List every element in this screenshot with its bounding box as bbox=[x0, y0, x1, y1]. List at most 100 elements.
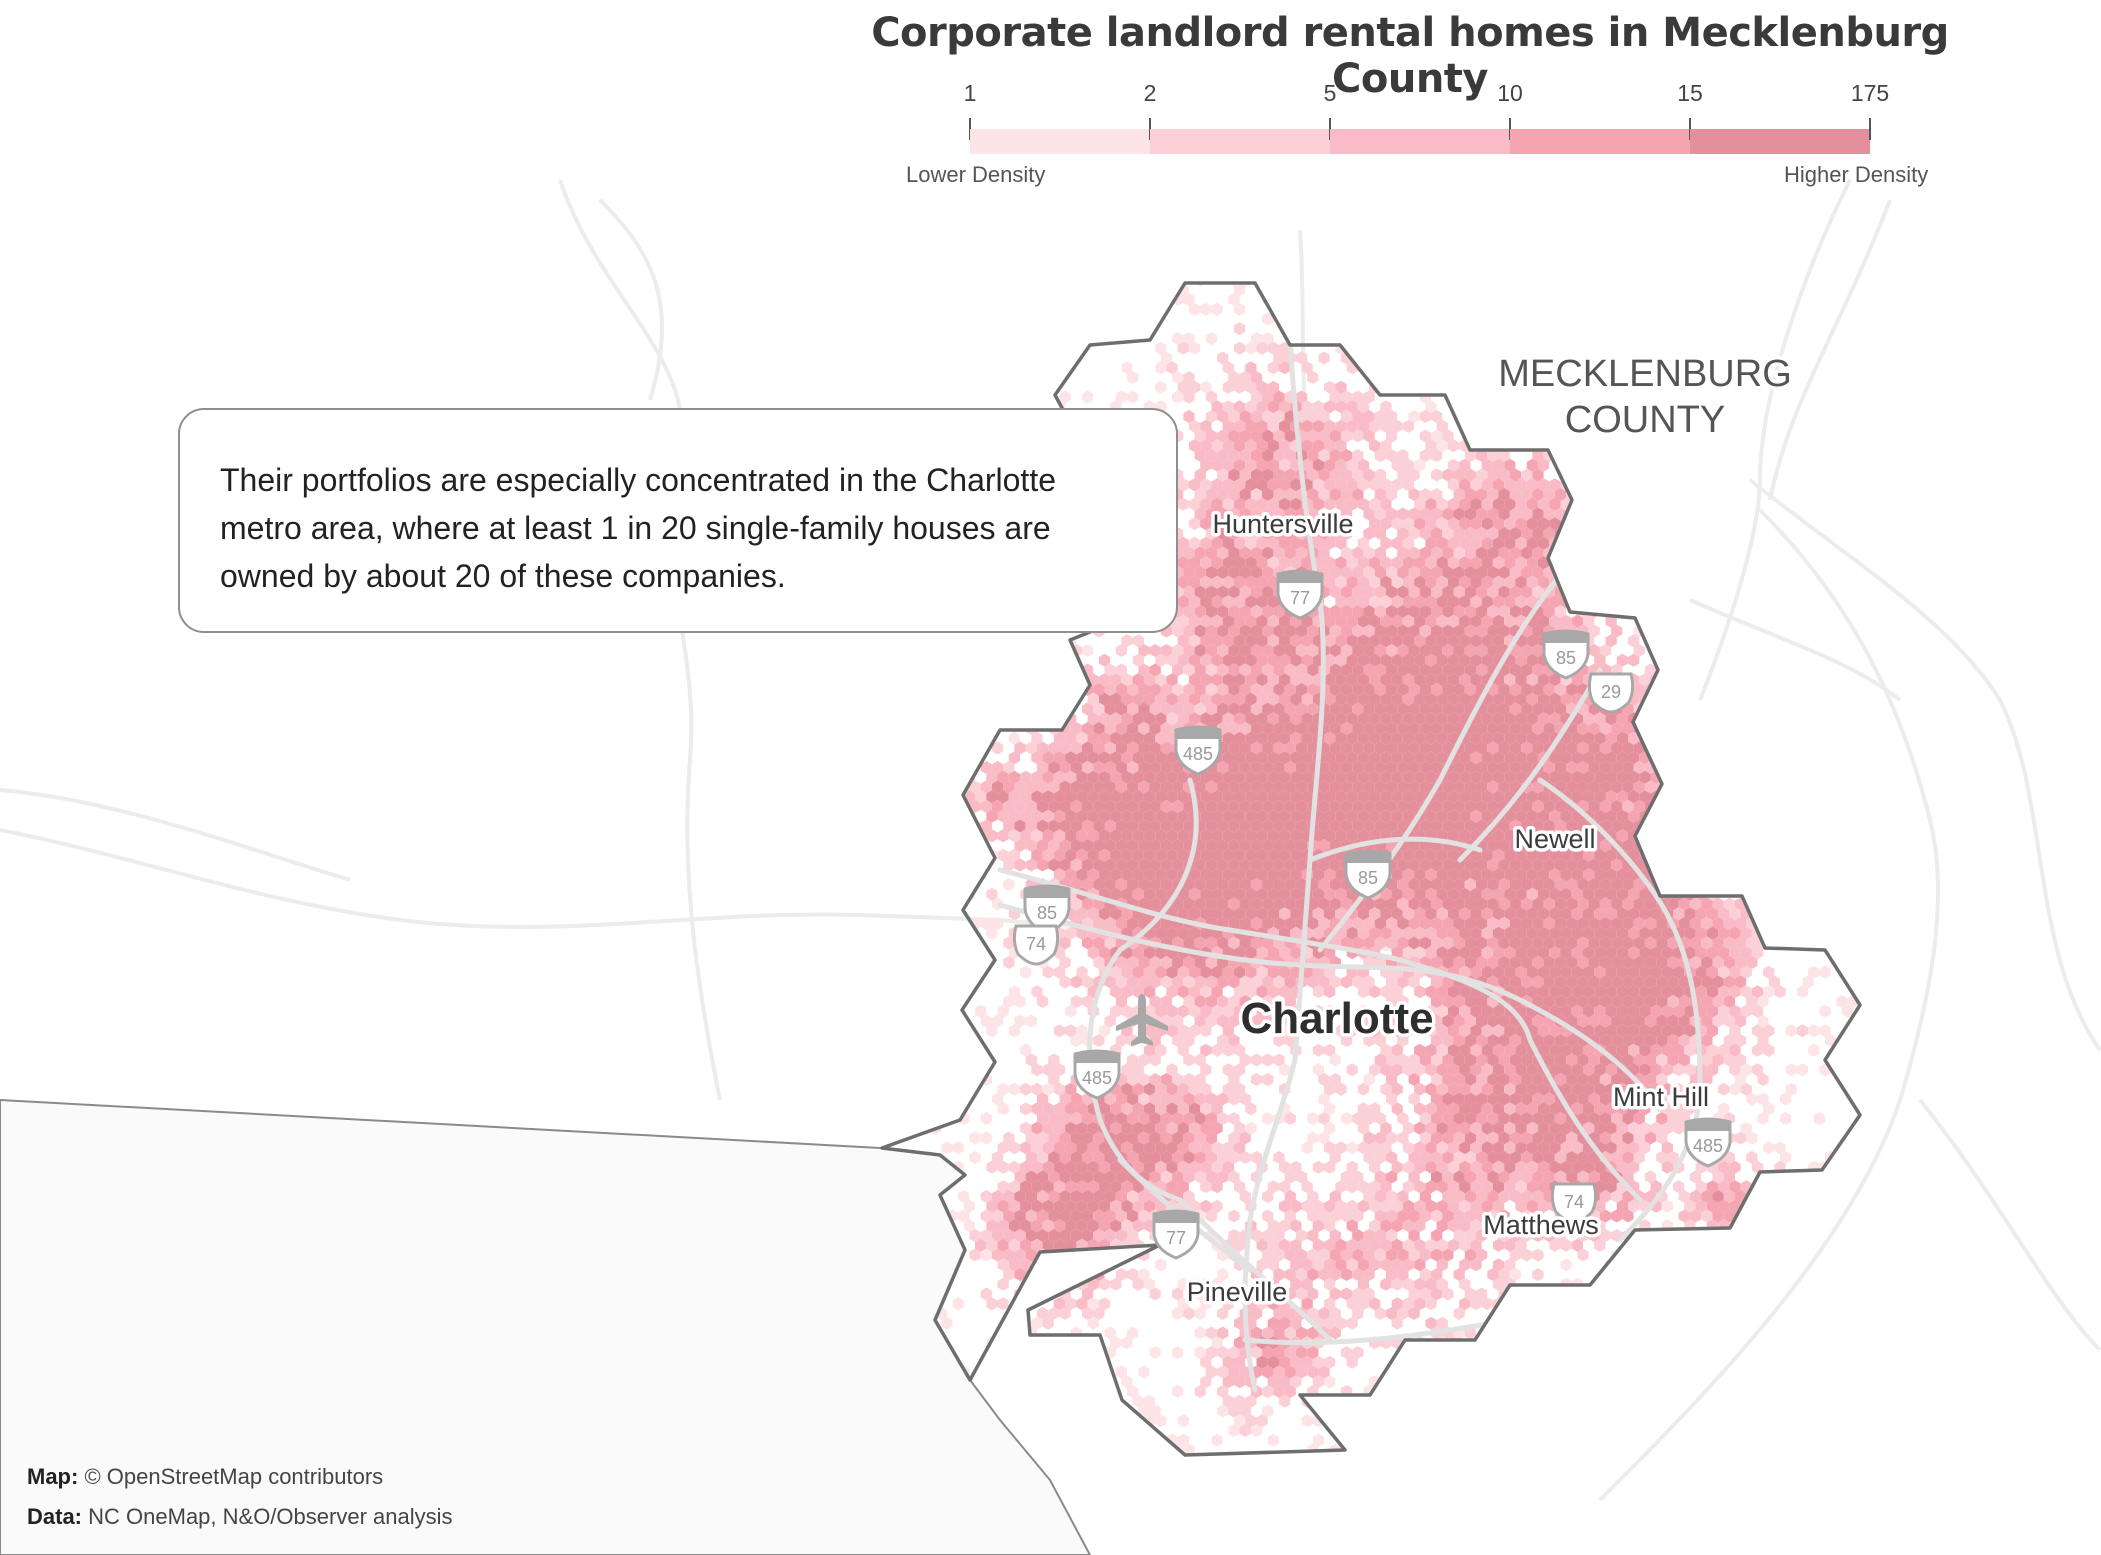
density-hex bbox=[1104, 722, 1116, 735]
density-hex bbox=[1689, 507, 1702, 521]
density-hex bbox=[1768, 761, 1780, 774]
density-hex bbox=[1138, 800, 1150, 813]
density-hex bbox=[1402, 907, 1415, 921]
density-hex bbox=[1492, 770, 1505, 784]
density-hex bbox=[1335, 439, 1347, 453]
density-hex bbox=[1262, 761, 1274, 774]
density-hex bbox=[997, 770, 1009, 784]
density-hex bbox=[1554, 819, 1567, 833]
density-hex bbox=[1082, 819, 1094, 833]
density-hex bbox=[1678, 761, 1690, 774]
density-hex bbox=[1335, 458, 1347, 472]
density-hex bbox=[1160, 683, 1173, 696]
density-hex bbox=[1335, 380, 1347, 394]
density-hex bbox=[1605, 926, 1617, 940]
density-hex bbox=[1841, 1141, 1854, 1155]
density-hex bbox=[1267, 380, 1279, 394]
density-hex bbox=[1605, 770, 1617, 784]
density-hex bbox=[1273, 917, 1285, 930]
density-hex bbox=[1245, 868, 1257, 882]
density-hex bbox=[1037, 390, 1049, 404]
density-hex bbox=[1464, 488, 1476, 501]
density-hex bbox=[1757, 1209, 1769, 1223]
density-hex bbox=[1515, 653, 1527, 667]
density-hex bbox=[1633, 566, 1645, 579]
density-hex bbox=[1796, 751, 1809, 765]
density-hex bbox=[1239, 917, 1251, 930]
density-hex bbox=[1650, 712, 1662, 726]
density-hex bbox=[1543, 839, 1555, 852]
density-hex bbox=[1335, 400, 1347, 414]
density-hex bbox=[1059, 780, 1071, 794]
density-hex bbox=[1335, 692, 1347, 706]
density-hex bbox=[1785, 1063, 1797, 1077]
density-hex bbox=[1537, 497, 1550, 511]
density-hex bbox=[1537, 848, 1550, 862]
density-hex bbox=[1476, 878, 1488, 891]
density-hex bbox=[1053, 673, 1066, 687]
density-hex bbox=[1008, 751, 1021, 765]
density-hex bbox=[1498, 858, 1510, 872]
density-hex bbox=[1369, 517, 1381, 531]
density-hex bbox=[1588, 780, 1600, 794]
density-hex bbox=[1476, 780, 1488, 794]
density-hex bbox=[1537, 458, 1550, 472]
density-hex bbox=[1571, 829, 1583, 843]
density-hex bbox=[1222, 692, 1234, 706]
density-hex bbox=[1205, 527, 1218, 540]
density-hex bbox=[1537, 790, 1550, 804]
density-hex bbox=[1352, 390, 1364, 404]
density-hex bbox=[1504, 458, 1516, 472]
density-hex bbox=[1279, 770, 1291, 784]
density-hex bbox=[1008, 692, 1021, 706]
density-hex bbox=[1200, 439, 1212, 453]
density-hex bbox=[1616, 497, 1628, 511]
density-hex bbox=[1464, 819, 1476, 833]
density-hex bbox=[1521, 897, 1533, 911]
density-hex bbox=[1470, 536, 1482, 550]
density-hex bbox=[1785, 575, 1797, 589]
density-hex bbox=[969, 351, 981, 365]
density-hex bbox=[1532, 780, 1544, 794]
density-hex bbox=[1127, 917, 1139, 930]
density-hex bbox=[1447, 887, 1460, 901]
density-hex bbox=[1425, 536, 1437, 550]
density-hex bbox=[1160, 644, 1173, 657]
density-hex bbox=[1447, 497, 1460, 511]
density-hex bbox=[1515, 809, 1527, 823]
density-hex bbox=[1324, 322, 1336, 336]
density-hex bbox=[1549, 809, 1561, 823]
density-hex bbox=[1464, 449, 1476, 462]
density-hex bbox=[1639, 595, 1651, 609]
density-hex bbox=[1093, 800, 1105, 813]
density-hex bbox=[1357, 634, 1370, 648]
density-hex bbox=[1104, 917, 1116, 930]
density-hex bbox=[1065, 790, 1077, 804]
density-hex bbox=[1481, 458, 1493, 472]
density-hex bbox=[1369, 634, 1381, 648]
density-hex bbox=[1509, 897, 1522, 911]
density-hex bbox=[1712, 1229, 1724, 1242]
density-hex bbox=[1605, 868, 1617, 882]
density-hex bbox=[1684, 751, 1696, 765]
density-hex bbox=[1397, 605, 1409, 618]
density-hex bbox=[1414, 848, 1426, 862]
density-hex bbox=[1250, 878, 1263, 891]
density-hex bbox=[1284, 878, 1296, 891]
density-hex bbox=[1566, 683, 1578, 696]
density-hex bbox=[1492, 731, 1505, 745]
density-hex bbox=[1059, 839, 1071, 852]
density-hex bbox=[1701, 449, 1713, 462]
density-hex bbox=[1098, 848, 1111, 862]
density-hex bbox=[1324, 439, 1336, 453]
density-hex bbox=[1098, 790, 1111, 804]
density-hex bbox=[1200, 497, 1212, 511]
density-hex bbox=[1239, 858, 1251, 872]
density-hex bbox=[1819, 926, 1831, 940]
density-hex bbox=[1048, 761, 1060, 774]
density-hex bbox=[1098, 751, 1111, 765]
density-hex bbox=[1312, 517, 1324, 531]
density-hex bbox=[1245, 712, 1257, 726]
density-hex bbox=[1217, 858, 1229, 872]
density-hex bbox=[1132, 946, 1144, 960]
